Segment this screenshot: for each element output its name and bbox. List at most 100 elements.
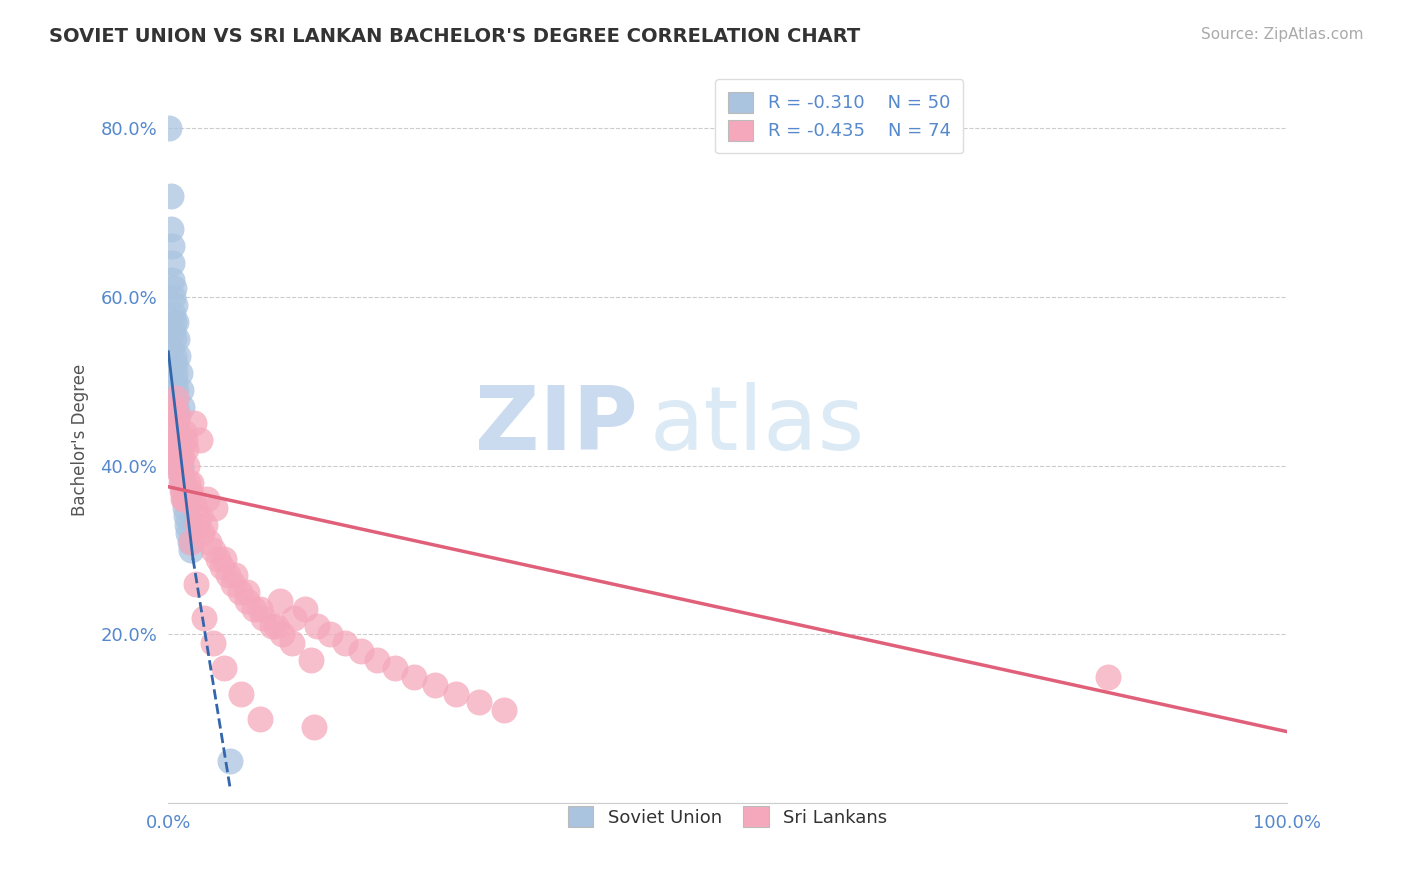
Point bbox=[243, 602, 266, 616]
Point bbox=[202, 543, 225, 558]
Point bbox=[184, 500, 207, 515]
Point bbox=[218, 754, 240, 768]
Point bbox=[180, 534, 202, 549]
Point bbox=[165, 374, 187, 388]
Point bbox=[176, 517, 198, 532]
Point bbox=[281, 636, 304, 650]
Point bbox=[165, 425, 187, 439]
Point bbox=[162, 307, 184, 321]
Point bbox=[307, 619, 329, 633]
Point bbox=[269, 593, 291, 607]
Point bbox=[212, 661, 235, 675]
Point bbox=[167, 442, 190, 456]
Point bbox=[194, 517, 217, 532]
Point bbox=[179, 534, 201, 549]
Point bbox=[167, 458, 190, 473]
Point bbox=[174, 500, 197, 515]
Text: ZIP: ZIP bbox=[475, 383, 638, 469]
Point bbox=[224, 568, 246, 582]
Point bbox=[166, 408, 188, 422]
Point bbox=[176, 458, 198, 473]
Point bbox=[249, 602, 271, 616]
Point bbox=[262, 619, 284, 633]
Point bbox=[162, 324, 184, 338]
Point bbox=[169, 450, 191, 465]
Y-axis label: Bachelor's Degree: Bachelor's Degree bbox=[72, 364, 89, 516]
Point bbox=[366, 653, 388, 667]
Point bbox=[186, 517, 208, 532]
Point bbox=[163, 315, 186, 329]
Point bbox=[165, 391, 187, 405]
Point bbox=[229, 687, 252, 701]
Point bbox=[173, 425, 195, 439]
Point bbox=[174, 509, 197, 524]
Point bbox=[177, 526, 200, 541]
Point bbox=[193, 610, 215, 624]
Point bbox=[180, 475, 202, 490]
Text: SOVIET UNION VS SRI LANKAN BACHELOR'S DEGREE CORRELATION CHART: SOVIET UNION VS SRI LANKAN BACHELOR'S DE… bbox=[49, 27, 860, 45]
Point bbox=[163, 332, 186, 346]
Point bbox=[160, 256, 183, 270]
Point bbox=[177, 475, 200, 490]
Point bbox=[1097, 670, 1119, 684]
Point bbox=[197, 492, 219, 507]
Point bbox=[162, 400, 184, 414]
Point bbox=[217, 568, 239, 582]
Point bbox=[301, 653, 323, 667]
Point bbox=[174, 434, 197, 448]
Point bbox=[169, 442, 191, 456]
Point bbox=[271, 627, 294, 641]
Point bbox=[170, 450, 193, 465]
Point bbox=[173, 492, 195, 507]
Point bbox=[169, 458, 191, 473]
Point bbox=[283, 610, 305, 624]
Point bbox=[166, 332, 188, 346]
Point bbox=[169, 383, 191, 397]
Point bbox=[166, 450, 188, 465]
Point bbox=[160, 273, 183, 287]
Point bbox=[165, 442, 187, 456]
Point bbox=[207, 551, 229, 566]
Point bbox=[235, 585, 257, 599]
Point bbox=[191, 526, 214, 541]
Point bbox=[468, 695, 491, 709]
Point bbox=[172, 475, 194, 490]
Point bbox=[174, 442, 197, 456]
Point bbox=[235, 593, 257, 607]
Point bbox=[169, 366, 191, 380]
Point bbox=[222, 577, 245, 591]
Point bbox=[165, 391, 187, 405]
Legend: Soviet Union, Sri Lankans: Soviet Union, Sri Lankans bbox=[561, 799, 894, 834]
Point bbox=[302, 720, 325, 734]
Point bbox=[384, 661, 406, 675]
Point bbox=[229, 585, 252, 599]
Point bbox=[169, 467, 191, 482]
Point bbox=[186, 577, 208, 591]
Text: atlas: atlas bbox=[650, 383, 865, 469]
Point bbox=[159, 121, 181, 136]
Point bbox=[188, 509, 211, 524]
Point bbox=[172, 483, 194, 498]
Point bbox=[252, 610, 274, 624]
Point bbox=[165, 383, 187, 397]
Point bbox=[170, 467, 193, 482]
Point bbox=[166, 425, 188, 439]
Point bbox=[180, 543, 202, 558]
Point bbox=[174, 492, 197, 507]
Point bbox=[264, 619, 287, 633]
Point bbox=[162, 290, 184, 304]
Point bbox=[202, 636, 225, 650]
Point bbox=[197, 534, 219, 549]
Point bbox=[165, 298, 187, 312]
Point bbox=[160, 408, 183, 422]
Point bbox=[170, 475, 193, 490]
Point bbox=[163, 349, 186, 363]
Point bbox=[169, 475, 191, 490]
Point bbox=[159, 341, 181, 355]
Point bbox=[166, 417, 188, 431]
Point bbox=[492, 703, 515, 717]
Point bbox=[179, 483, 201, 498]
Point bbox=[167, 434, 190, 448]
Point bbox=[165, 366, 187, 380]
Point bbox=[163, 434, 186, 448]
